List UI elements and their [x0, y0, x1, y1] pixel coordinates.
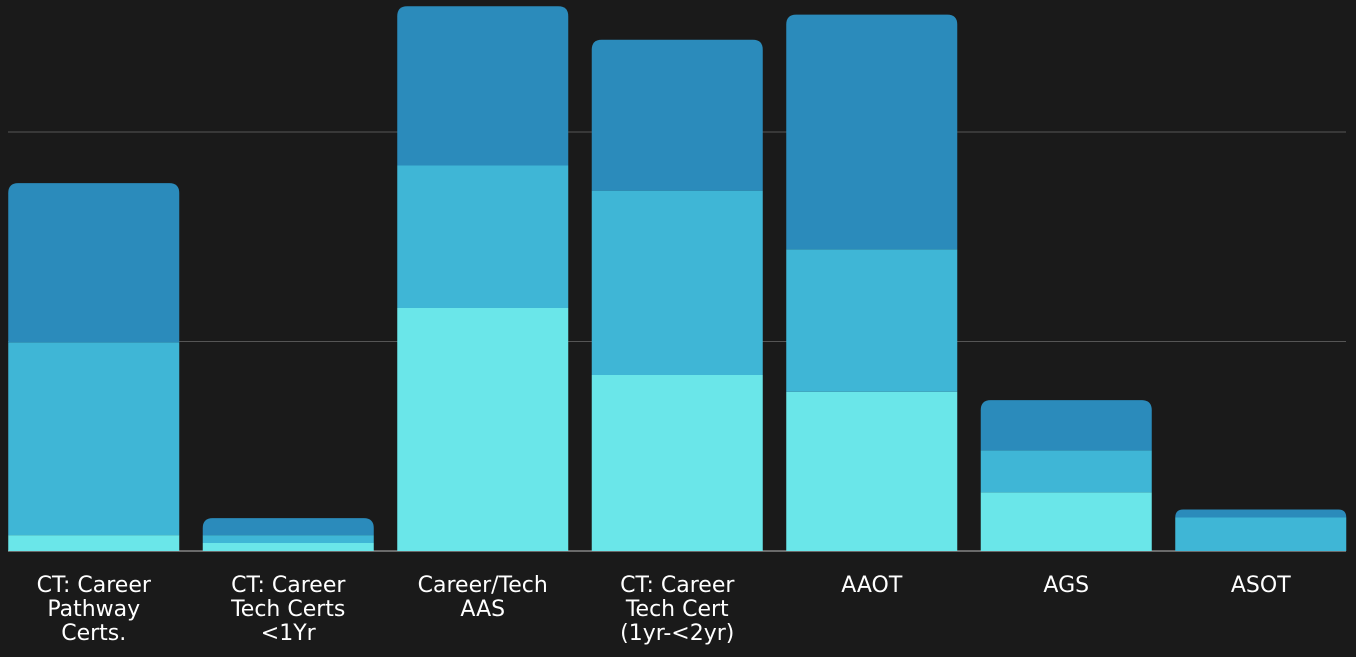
bar-segment [397, 165, 569, 308]
bar-segment [8, 183, 180, 343]
bar-segment [591, 375, 763, 551]
x-tick-label: AGS [1043, 573, 1090, 598]
x-tick-label: CT: Career Tech Cert (1yr-<2yr) [620, 573, 735, 646]
bar-segment [980, 450, 1152, 493]
bar-segment [980, 492, 1152, 551]
bar-segment [591, 190, 763, 376]
bar-segment [786, 391, 958, 551]
bar-segment [202, 543, 374, 551]
bar-segment [786, 14, 958, 250]
bar-segment [1175, 509, 1347, 518]
x-tick-label: Career/Tech AAS [417, 573, 548, 622]
bar-segment [202, 535, 374, 544]
x-tick-label: ASOT [1230, 573, 1291, 598]
x-tick-label: AAOT [841, 573, 903, 598]
bar-segment [8, 535, 180, 551]
bar-segment [591, 39, 763, 191]
bar-segment [202, 518, 374, 536]
bar-segment [397, 6, 569, 166]
x-tick-label: CT: Career Pathway Certs. [36, 573, 151, 646]
bar-segment [786, 249, 958, 392]
bar-segment [8, 342, 180, 536]
bar-segment [397, 307, 569, 551]
bar-segment [1175, 517, 1347, 551]
bar-segment [980, 400, 1152, 451]
x-tick-label: CT: Career Tech Certs <1Yr [231, 573, 346, 646]
